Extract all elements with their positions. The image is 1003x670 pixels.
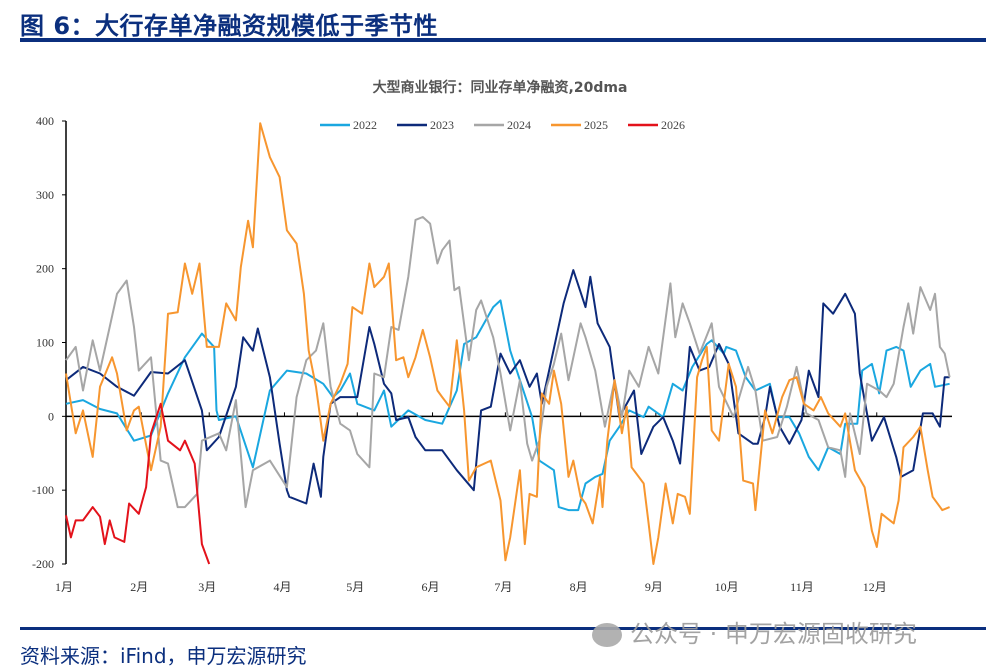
- x-tick-label: 3月: [198, 580, 216, 594]
- x-tick-label: 1月: [55, 580, 73, 594]
- watermark-text: 公众号 · 申万宏源固收研究: [630, 620, 917, 648]
- legend-label: 2024: [507, 118, 531, 132]
- figure-title: 图 6：大行存单净融资规模低于季节性: [20, 12, 439, 40]
- y-tick-label: 200: [36, 262, 54, 276]
- x-tick-label: 11月: [790, 580, 814, 594]
- x-tick-label: 10月: [715, 580, 739, 594]
- legend: 2022 2023 2024 2025 2026: [320, 118, 685, 132]
- x-tick-label: 5月: [346, 580, 364, 594]
- legend-item-2025: 2025: [551, 118, 608, 132]
- y-tick-label: -100: [32, 483, 54, 497]
- y-tick-label: 400: [36, 114, 54, 128]
- series-line-2024: [65, 216, 951, 509]
- legend-item-2026: 2026: [628, 118, 685, 132]
- legend-label: 2023: [430, 118, 454, 132]
- source-note: 资料来源：iFind，申万宏源研究: [20, 644, 307, 668]
- series-line-2023: [65, 269, 950, 505]
- watermark: 公众号 · 申万宏源固收研究: [592, 614, 917, 649]
- x-tick-label: 9月: [645, 580, 663, 594]
- legend-label: 2026: [661, 118, 685, 132]
- x-tick-label: 2月: [130, 580, 148, 594]
- legend-item-2023: 2023: [397, 118, 454, 132]
- x-tick-label: 6月: [422, 580, 440, 594]
- y-tick-label: -200: [32, 557, 54, 571]
- series-line-2025: [65, 122, 950, 565]
- legend-label: 2025: [584, 118, 608, 132]
- x-tick-label: 12月: [863, 580, 887, 594]
- series-line-2026: [65, 402, 211, 565]
- x-tick-label: 7月: [494, 580, 512, 594]
- wechat-icon: [592, 623, 622, 647]
- title-rule: [20, 38, 986, 42]
- footer-rule: [20, 627, 986, 630]
- y-tick-label: 100: [36, 336, 54, 350]
- y-tick-label: 0: [48, 409, 54, 423]
- y-tick-label: 300: [36, 188, 54, 202]
- legend-item-2022: 2022: [320, 118, 377, 132]
- x-tick-label: 8月: [570, 580, 588, 594]
- x-tick-label: 4月: [273, 580, 291, 594]
- legend-label: 2022: [353, 118, 377, 132]
- chart-title: 大型商业银行：同业存单净融资,20dma: [373, 79, 628, 96]
- series-lines: [65, 122, 951, 565]
- legend-item-2024: 2024: [474, 118, 531, 132]
- series-line-2022: [65, 299, 950, 512]
